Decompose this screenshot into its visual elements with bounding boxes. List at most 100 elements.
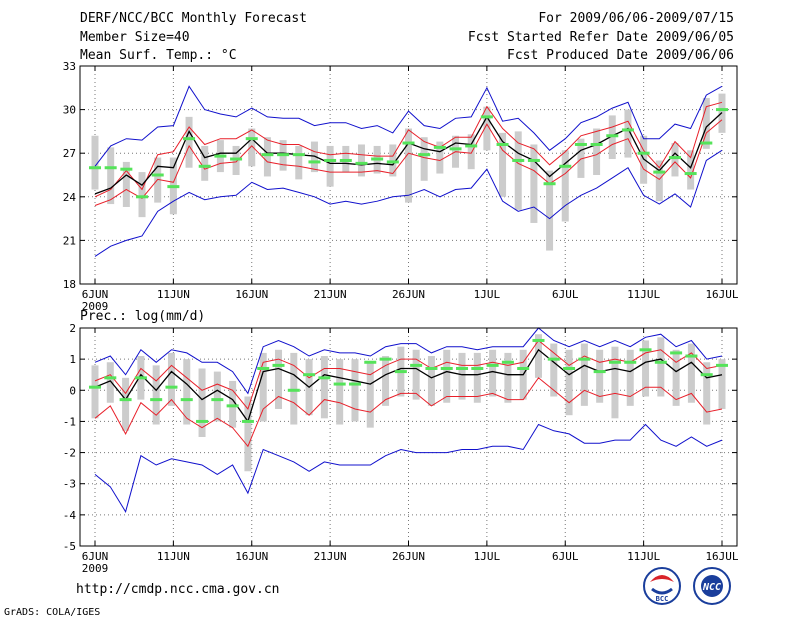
member-mean-mark: [196, 419, 209, 423]
member-mean-mark: [670, 351, 683, 355]
member-mean-mark: [151, 173, 164, 177]
spread-bar: [259, 352, 267, 422]
envelope-upper-line: [94, 85, 723, 167]
x-year-label: 2009: [82, 562, 109, 575]
member-mean-mark: [226, 404, 239, 408]
band-upper-line: [94, 101, 723, 198]
x-tick-label: 16JUN: [235, 550, 268, 563]
member-mean-mark: [425, 366, 438, 370]
member-mean-mark: [198, 164, 211, 168]
member-mean-mark: [89, 166, 101, 170]
spread-bar: [427, 356, 435, 406]
band-lower-line: [94, 119, 723, 206]
plot-frame: [79, 327, 738, 547]
member-mean-mark: [241, 419, 254, 423]
x-tick-label: 6JUL: [552, 288, 579, 301]
spread-bar: [642, 340, 650, 397]
x-tick-label: 11JUL: [627, 550, 660, 563]
y-tick-label: 30: [63, 104, 76, 117]
x-tick-label: 1JUL: [474, 550, 501, 563]
spread-bar: [611, 346, 619, 419]
member-mean-mark: [624, 360, 637, 364]
member-mean-mark: [716, 363, 728, 367]
bcc-logo-text: BCC: [656, 595, 669, 603]
member-mean-mark: [486, 363, 499, 367]
x-tick-label: 11JUL: [627, 288, 660, 301]
member-mean-mark: [606, 134, 619, 138]
spread-bar: [122, 377, 130, 431]
member-mean-mark: [303, 373, 316, 377]
spread-bar: [483, 106, 491, 151]
spread-bar: [107, 147, 115, 205]
ncc-logo-text: NCC: [702, 582, 721, 593]
spread-bar: [593, 128, 601, 175]
spread-bar: [326, 145, 334, 187]
member-mean-mark: [402, 141, 415, 145]
member-mean-mark: [716, 108, 728, 112]
member-mean-mark: [685, 354, 698, 358]
x-tick-label: 26JUN: [392, 288, 425, 301]
forecast-period-label: For 2009/06/06-2009/07/15: [538, 11, 734, 26]
y-tick-label: -5: [63, 540, 76, 553]
member-mean-mark: [379, 357, 392, 361]
member-mean-mark: [230, 157, 243, 161]
spread-bar: [91, 365, 99, 419]
spread-bar: [106, 362, 114, 403]
member-mean-mark: [214, 154, 227, 158]
spread-bar: [687, 343, 695, 403]
member-mean-mark: [608, 360, 621, 364]
y-tick-label: 2: [69, 322, 76, 335]
member-mean-mark: [333, 382, 346, 386]
x-tick-label: 21JUN: [314, 288, 347, 301]
spread-bar: [577, 138, 585, 178]
y-tick-label: 0: [69, 384, 76, 397]
spread-bar: [580, 343, 588, 406]
spread-bar: [244, 396, 252, 472]
spread-bar: [687, 150, 695, 190]
member-mean-mark: [517, 366, 530, 370]
spread-bar: [336, 359, 344, 425]
member-mean-mark: [318, 376, 331, 380]
member-mean-mark: [410, 363, 423, 367]
ncc-logo: NCC: [693, 567, 731, 605]
y-tick-label: -1: [63, 415, 76, 428]
spread-bar: [229, 380, 237, 428]
member-mean-mark: [532, 338, 545, 342]
member-mean-mark: [621, 128, 634, 132]
member-mean-mark: [119, 398, 132, 402]
x-tick-label: 16JUN: [235, 288, 268, 301]
member-mean-mark: [593, 370, 606, 374]
member-mean-mark: [578, 357, 591, 361]
member-mean-mark: [471, 366, 484, 370]
member-mean-mark: [574, 142, 587, 146]
member-mean-mark: [165, 385, 178, 389]
member-mean-mark: [120, 167, 133, 171]
spread-bar: [565, 349, 573, 416]
spread-bar: [702, 97, 710, 149]
x-tick-label: 16JUL: [705, 550, 738, 563]
spread-bar: [357, 144, 365, 177]
member-mean-mark: [394, 370, 407, 374]
member-mean-mark: [456, 366, 469, 370]
y-tick-label: 1: [69, 353, 76, 366]
spread-bar: [248, 128, 256, 167]
member-mean-mark: [89, 385, 101, 389]
member-mean-mark: [386, 160, 399, 164]
member-mean-mark: [167, 185, 180, 189]
member-mean-mark: [480, 115, 493, 119]
member-mean-mark: [440, 366, 453, 370]
member-mean-mark: [433, 145, 446, 149]
member-mean-mark: [150, 398, 163, 402]
spread-bar: [366, 362, 374, 428]
member-mean-mark: [183, 137, 196, 141]
x-tick-label: 1JUL: [474, 288, 501, 301]
spread-bar: [672, 349, 680, 406]
member-mean-mark: [700, 141, 713, 145]
member-mean-mark: [639, 348, 652, 352]
member-mean-mark: [543, 182, 556, 186]
spread-bar: [405, 128, 412, 203]
spread-bar: [443, 349, 451, 403]
envelope-upper-line: [94, 327, 723, 395]
